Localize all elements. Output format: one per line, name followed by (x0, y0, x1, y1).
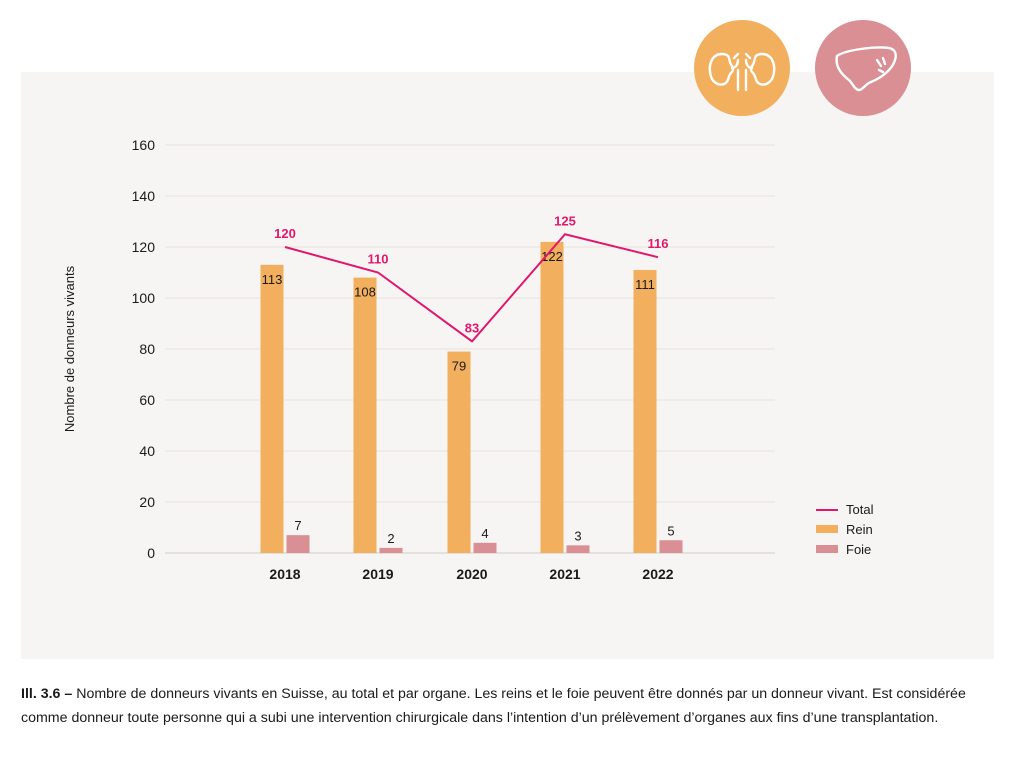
legend-label-rein: Rein (846, 522, 873, 537)
line-total (284, 233, 659, 343)
legend-swatch-foie (816, 545, 838, 553)
legend-swatch-rein (816, 525, 838, 533)
data-label-rein: 108 (354, 285, 376, 300)
chart-panel (21, 72, 994, 659)
x-tick-label: 2019 (362, 566, 393, 582)
data-label-foie: 2 (387, 531, 394, 546)
data-label-foie: 3 (574, 528, 581, 543)
y-axis-label: Nombre de donneurs vivants (62, 265, 77, 432)
bar-foie (286, 535, 310, 553)
data-label-rein: 79 (452, 359, 466, 374)
y-tick-label: 120 (132, 239, 156, 255)
bar-foie (379, 547, 403, 553)
data-label-total: 83 (465, 320, 479, 335)
legend-label-total: Total (846, 502, 874, 517)
data-label-foie: 4 (481, 526, 488, 541)
data-label-total: 116 (648, 236, 669, 251)
bar-rein (260, 264, 284, 553)
x-tick-label: 2020 (456, 566, 487, 582)
bar-foie (566, 545, 590, 553)
y-tick-label: 60 (139, 392, 155, 408)
y-tick-label: 100 (132, 290, 156, 306)
caption-label: Ill. 3.6 – (21, 686, 73, 702)
data-label-foie: 5 (667, 523, 674, 538)
data-label-total: 110 (368, 252, 389, 267)
bar-rein (353, 277, 377, 553)
chart: 0 20 40 60 80 100 120 140 160 Nombre de donneurs … (62, 137, 874, 582)
y-tick-label: 160 (132, 137, 156, 153)
data-label-total: 120 (274, 226, 296, 241)
y-tick-label: 80 (139, 341, 155, 357)
bar-rein (540, 241, 564, 553)
y-tick-label: 0 (147, 545, 155, 561)
data-label-rein: 111 (635, 277, 655, 292)
data-label-foie: 7 (294, 518, 301, 533)
x-tick-label: 2018 (269, 566, 300, 582)
legend-label-foie: Foie (846, 542, 871, 557)
y-tick-label: 140 (132, 188, 156, 204)
x-tick-label: 2021 (549, 566, 580, 582)
caption: Ill. 3.6 – Nombre de donneurs vivants en… (21, 682, 986, 730)
bar-rein (633, 269, 657, 553)
data-label-total: 125 (554, 213, 576, 228)
x-tick-label: 2022 (642, 566, 673, 582)
bar-rein (447, 351, 471, 553)
data-label-rein: 113 (262, 272, 283, 287)
data-label-rein: 122 (541, 249, 563, 264)
caption-text: Nombre de donneurs vivants en Suisse, au… (21, 686, 966, 726)
bar-foie (473, 542, 497, 553)
y-tick-label: 20 (139, 494, 155, 510)
kidney-icon (694, 20, 790, 116)
bar-foie (659, 540, 683, 553)
y-tick-label: 40 (139, 443, 155, 459)
liver-icon (815, 20, 911, 116)
